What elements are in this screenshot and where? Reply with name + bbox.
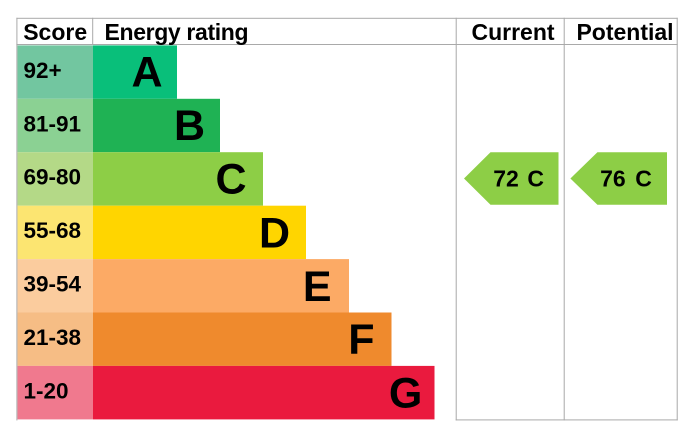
svg-text:76: 76 xyxy=(600,165,626,191)
svg-text:81-91: 81-91 xyxy=(24,111,82,136)
svg-text:21-38: 21-38 xyxy=(24,325,82,350)
svg-text:55-68: 55-68 xyxy=(24,218,82,243)
svg-text:Score: Score xyxy=(23,19,87,45)
svg-text:92+: 92+ xyxy=(24,58,62,83)
svg-text:C: C xyxy=(527,165,544,191)
svg-text:C: C xyxy=(635,165,652,191)
svg-text:1-20: 1-20 xyxy=(24,378,69,403)
svg-text:Current: Current xyxy=(471,19,554,45)
svg-text:B: B xyxy=(174,102,205,150)
svg-text:39-54: 39-54 xyxy=(24,272,82,297)
svg-text:G: G xyxy=(389,369,422,417)
svg-text:69-80: 69-80 xyxy=(24,165,82,190)
svg-text:Energy rating: Energy rating xyxy=(105,19,249,45)
svg-text:F: F xyxy=(348,316,374,364)
svg-text:D: D xyxy=(259,210,290,258)
svg-text:72: 72 xyxy=(493,165,519,191)
svg-text:A: A xyxy=(131,48,162,96)
svg-text:C: C xyxy=(215,155,246,203)
svg-text:Potential: Potential xyxy=(576,19,673,45)
svg-text:E: E xyxy=(303,263,332,311)
